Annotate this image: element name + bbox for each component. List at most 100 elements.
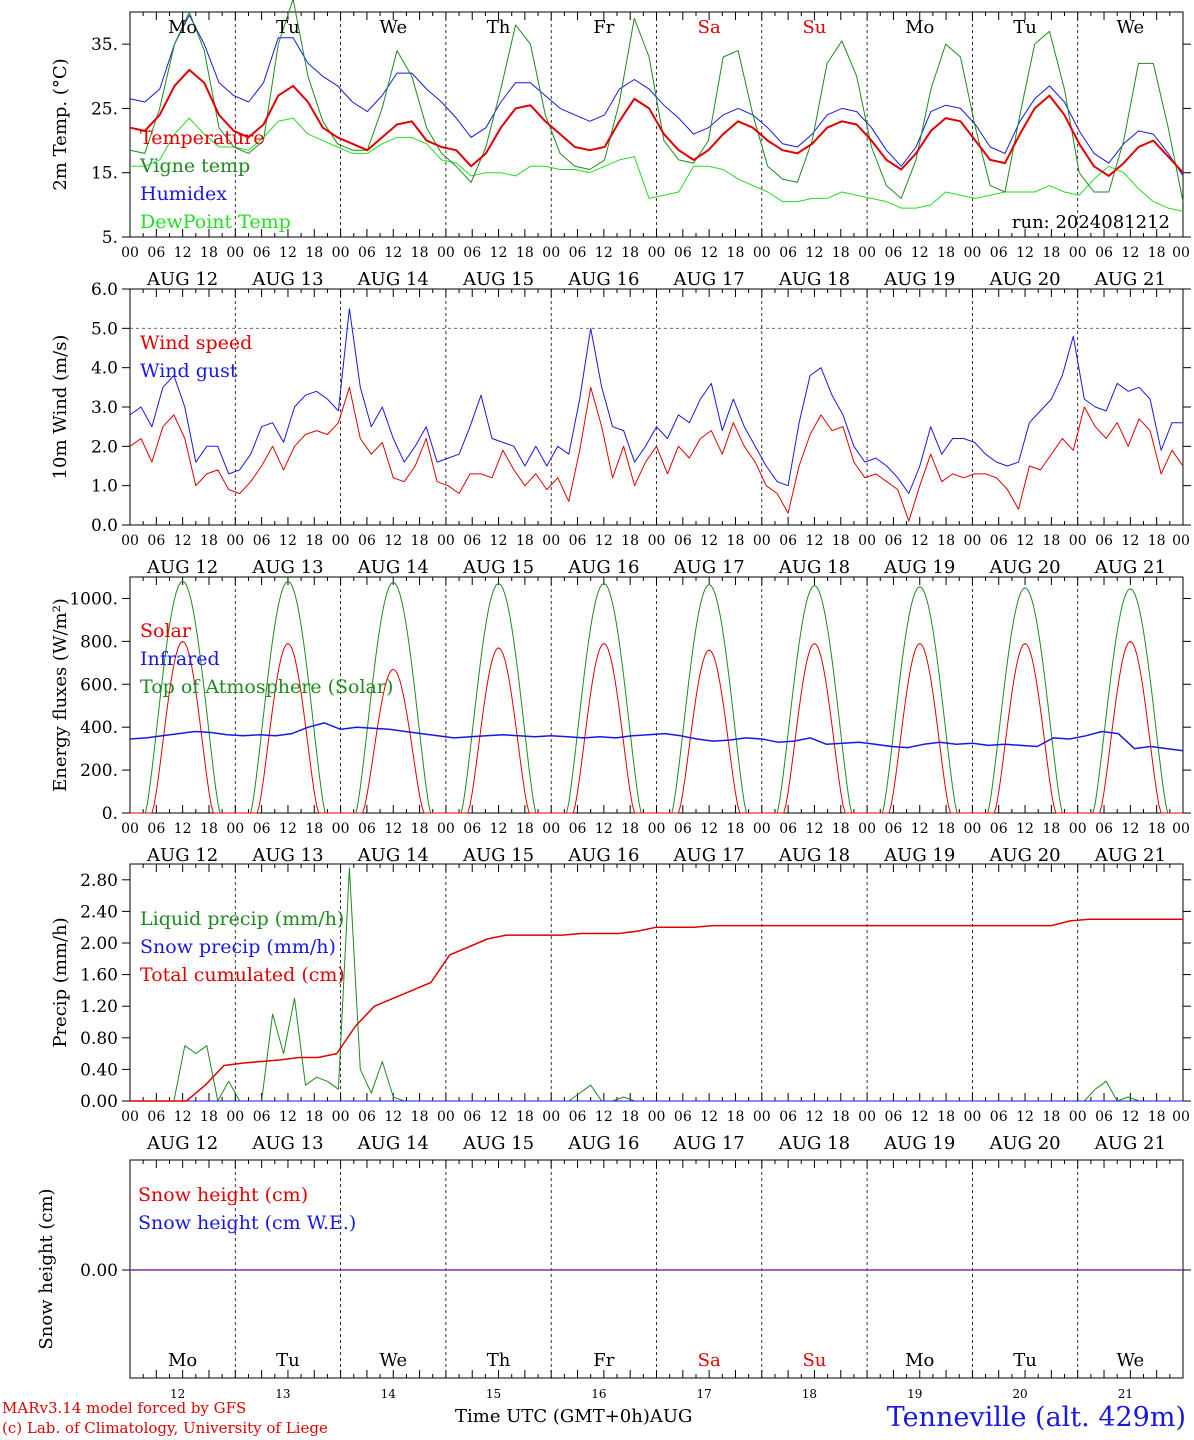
precip-hour-label: 18 bbox=[305, 1109, 323, 1125]
temp-legend-temperature: Temperature bbox=[140, 127, 264, 149]
temp-ytick-label: 35. bbox=[91, 35, 118, 55]
precip-hour-label: 06 bbox=[253, 1109, 271, 1125]
wind-hour-label: 00 bbox=[542, 533, 560, 549]
precip-legend-snow-precip-mm-h: Snow precip (mm/h) bbox=[140, 936, 336, 958]
wind-hour-label: 00 bbox=[753, 533, 771, 549]
wind-hour-label: 18 bbox=[305, 533, 323, 549]
energy-date-label: AUG 21 bbox=[1094, 845, 1166, 866]
temp-hour-label: 00 bbox=[963, 245, 981, 261]
energy-hour-label: 18 bbox=[937, 821, 955, 837]
snow-day-number: 17 bbox=[697, 1387, 712, 1400]
lab-credit: (c) Lab. of Climatology, University of L… bbox=[2, 1419, 328, 1437]
precip-hour-label: 06 bbox=[674, 1109, 692, 1125]
energy-hour-label: 12 bbox=[490, 821, 508, 837]
snow-day-number: 15 bbox=[486, 1387, 501, 1400]
energy-hour-label: 00 bbox=[437, 821, 455, 837]
temp-hour-label: 06 bbox=[463, 245, 481, 261]
energy-ytick-label: 400. bbox=[80, 718, 118, 738]
energy-ytick-label: 200. bbox=[80, 761, 118, 781]
wind-date-label: AUG 19 bbox=[883, 557, 955, 578]
precip-ytick-label: 1.20 bbox=[80, 997, 118, 1017]
temp-day-name: Mo bbox=[168, 17, 197, 38]
temp-day-name: Th bbox=[487, 17, 511, 38]
precip-ytick-label: 2.40 bbox=[80, 902, 118, 922]
wind-hour-label: 18 bbox=[200, 533, 218, 549]
precip-series-group bbox=[130, 867, 1183, 1102]
precip-hour-label: 18 bbox=[516, 1109, 534, 1125]
snow-day-number: 20 bbox=[1012, 1387, 1027, 1400]
precip-hour-label: 12 bbox=[384, 1109, 402, 1125]
temp-hour-label: 00 bbox=[648, 245, 666, 261]
precip-hour-label: 18 bbox=[1148, 1109, 1166, 1125]
time-label: Time UTC (GMT+0h) bbox=[455, 1406, 650, 1427]
precip-date-label: AUG 18 bbox=[778, 1133, 850, 1154]
precip-ytick-label: 0.00 bbox=[80, 1092, 118, 1112]
precip-hour-label: 00 bbox=[437, 1109, 455, 1125]
snow-ytick-label: 0.00 bbox=[80, 1261, 118, 1281]
wind-hour-label: 06 bbox=[569, 533, 587, 549]
temp-hour-label: 12 bbox=[1016, 245, 1034, 261]
snow-day-name: Fr bbox=[593, 1350, 614, 1371]
energy-hour-label: 06 bbox=[463, 821, 481, 837]
snow-day-name: Mo bbox=[905, 1350, 934, 1371]
temp-day-name: Mo bbox=[905, 17, 934, 38]
energy-date-label: AUG 12 bbox=[146, 845, 218, 866]
precip-ytick-label: 1.60 bbox=[80, 966, 118, 986]
energy-hour-label: 12 bbox=[384, 821, 402, 837]
wind-hour-label: 00 bbox=[437, 533, 455, 549]
precip-hour-label: 12 bbox=[174, 1109, 192, 1125]
precip-ylabel: Precip (mm/h) bbox=[50, 917, 71, 1047]
temp-hour-label: 06 bbox=[358, 245, 376, 261]
energy-hour-label: 18 bbox=[305, 821, 323, 837]
precip-date-label: AUG 14 bbox=[357, 1133, 429, 1154]
precip-ytick-label: 0.40 bbox=[80, 1060, 118, 1080]
temp-hour-label: 00 bbox=[437, 245, 455, 261]
wind-ytick-label: 3.0 bbox=[91, 398, 118, 418]
wind-legend-wind-gust: Wind gust bbox=[140, 360, 238, 382]
energy-date-label: AUG 13 bbox=[251, 845, 323, 866]
precip-hour-label: 00 bbox=[858, 1109, 876, 1125]
wind-hour-label: 18 bbox=[621, 533, 639, 549]
wind-date-label: AUG 18 bbox=[778, 557, 850, 578]
snow-day-number: 12 bbox=[170, 1387, 185, 1400]
station-name: Tenneville (alt. 429m) bbox=[886, 1402, 1186, 1433]
temp-hour-label: 00 bbox=[542, 245, 560, 261]
energy-hour-label: 18 bbox=[200, 821, 218, 837]
wind-hour-label: 18 bbox=[1148, 533, 1166, 549]
energy-series-infrared bbox=[129, 722, 1184, 752]
precip-hour-label: 00 bbox=[121, 1109, 139, 1125]
energy-hour-label: 18 bbox=[832, 821, 850, 837]
precip-hour-label: 00 bbox=[648, 1109, 666, 1125]
temp-hour-label: 18 bbox=[937, 245, 955, 261]
temp-hour-label: 00 bbox=[753, 245, 771, 261]
wind-ytick-label: 5.0 bbox=[91, 319, 118, 339]
temp-hour-label: 18 bbox=[1148, 245, 1166, 261]
temp-hour-label: 06 bbox=[885, 245, 903, 261]
wind-hour-label: 12 bbox=[174, 533, 192, 549]
energy-hour-label: 18 bbox=[727, 821, 745, 837]
temp-date-label: AUG 18 bbox=[778, 269, 850, 290]
wind-hour-label: 12 bbox=[911, 533, 929, 549]
temp-hour-label: 00 bbox=[1172, 245, 1190, 261]
temp-hour-label: 06 bbox=[569, 245, 587, 261]
precip-date-label: AUG 12 bbox=[146, 1133, 218, 1154]
precip-date-label: AUG 20 bbox=[988, 1133, 1060, 1154]
precip-hour-label: 06 bbox=[1095, 1109, 1113, 1125]
energy-hour-label: 06 bbox=[779, 821, 797, 837]
precip-hour-label: 12 bbox=[490, 1109, 508, 1125]
temp-date-label: AUG 15 bbox=[462, 269, 534, 290]
energy-date-label: AUG 15 bbox=[462, 845, 534, 866]
month-label: AUG bbox=[649, 1406, 693, 1427]
temp-frame: 00 06 12 18 AUG 12 00 06 12 18 AUG 13 00 06 12 18 AUG … bbox=[50, 0, 1191, 290]
energy-hour-label: 06 bbox=[253, 821, 271, 837]
wind-hour-label: 12 bbox=[700, 533, 718, 549]
energy-hour-label: 00 bbox=[121, 821, 139, 837]
wind-hour-label: 00 bbox=[858, 533, 876, 549]
wind-ytick-label: 2.0 bbox=[91, 437, 118, 457]
temp-hour-label: 18 bbox=[727, 245, 745, 261]
temp-date-label: AUG 13 bbox=[251, 269, 323, 290]
precip-hour-label: 00 bbox=[1172, 1109, 1190, 1125]
temp-legend-vigne-temp: Vigne temp bbox=[139, 155, 250, 177]
wind-hour-label: 18 bbox=[516, 533, 534, 549]
temp-hour-label: 18 bbox=[411, 245, 429, 261]
